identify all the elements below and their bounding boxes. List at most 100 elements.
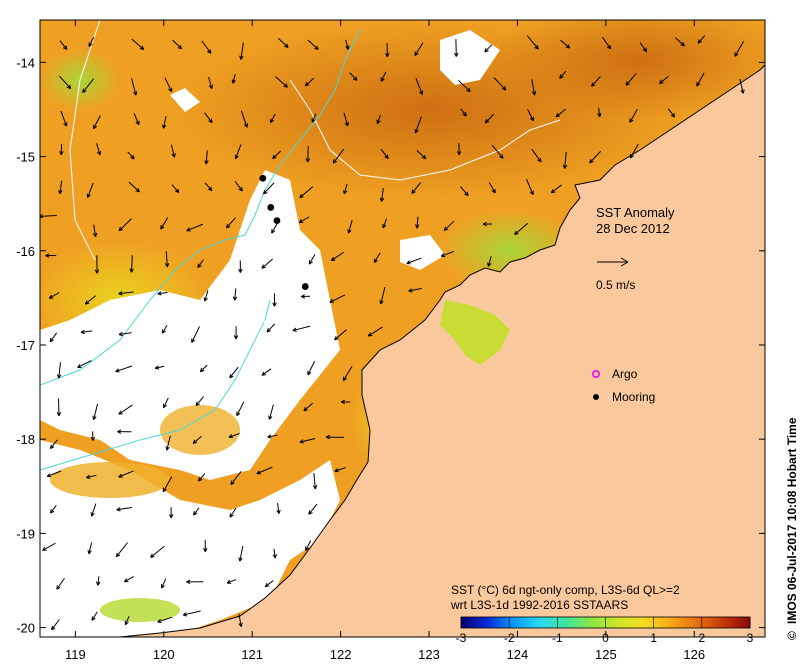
current-vector-arrow — [238, 545, 244, 562]
lat-tick-label: -18 — [16, 432, 35, 447]
current-vector-arrow — [203, 290, 209, 302]
current-vector-arrow — [118, 291, 134, 296]
current-vector-arrow — [349, 72, 358, 81]
current-vector-arrow — [163, 397, 169, 409]
current-vector-arrow — [300, 294, 311, 299]
current-vector-arrow — [454, 39, 459, 57]
current-vector-arrow — [625, 73, 637, 86]
current-vector-arrow — [93, 115, 101, 130]
current-vector-arrow — [443, 220, 455, 231]
current-vector-arrow — [60, 110, 68, 127]
current-vector-arrow — [332, 148, 345, 164]
current-vector-arrow — [226, 579, 237, 584]
current-vector-arrow — [225, 217, 236, 229]
lat-tick-label: -19 — [16, 526, 35, 541]
current-vector-arrow — [118, 331, 132, 337]
current-vector-arrow — [48, 292, 60, 299]
current-vector-arrow — [164, 77, 173, 93]
current-vector-arrow — [659, 75, 669, 85]
current-vector-arrow — [40, 214, 57, 219]
current-vector-arrow — [697, 35, 706, 44]
colorbar-tick-label: 1 — [650, 631, 657, 645]
current-vector-arrow — [299, 186, 314, 199]
legend-mooring-label: Mooring — [612, 390, 655, 404]
current-vector-arrow — [92, 403, 99, 421]
current-vector-arrow — [228, 433, 240, 439]
current-vector-arrow — [562, 152, 568, 169]
copyright-icon: © — [785, 631, 799, 640]
current-vector-arrow — [416, 150, 427, 160]
current-vector-arrow — [201, 40, 212, 54]
current-vector-arrow — [51, 619, 60, 631]
lon-tick-label: 125 — [595, 647, 617, 662]
current-vector-arrow — [298, 216, 310, 224]
current-vector-arrow — [380, 148, 389, 160]
current-vector-arrow — [229, 366, 239, 379]
current-vector-arrow — [696, 72, 705, 87]
current-vector-arrow — [602, 36, 612, 50]
current-vector-arrow — [59, 40, 68, 50]
current-vector-arrow — [240, 110, 249, 128]
current-vector-arrow — [329, 294, 346, 303]
current-vector-arrow — [204, 182, 213, 192]
current-vector-arrow — [276, 503, 281, 514]
current-vector-arrow — [233, 326, 239, 340]
mooring-markers — [259, 174, 309, 290]
current-vector-arrow — [91, 611, 98, 621]
lon-tick-label: 119 — [65, 647, 86, 662]
current-vector-arrow — [204, 150, 209, 165]
current-vector-arrow — [124, 616, 130, 626]
current-vector-arrow — [118, 218, 132, 232]
current-vector-arrow — [92, 224, 98, 237]
mooring-marker-icon — [593, 394, 599, 400]
current-vector-arrow — [734, 41, 744, 57]
lat-tick-label: -16 — [16, 244, 35, 259]
current-vector-arrow — [334, 467, 346, 473]
current-vector-arrow — [406, 257, 422, 265]
map-title-line1: SST Anomaly — [596, 205, 675, 220]
current-vector-arrow — [487, 256, 492, 267]
colorbar-tick-label: -3 — [456, 631, 467, 645]
current-vector-arrow — [305, 146, 311, 163]
current-vector-arrow — [160, 578, 167, 589]
current-vector-arrow — [334, 329, 347, 341]
current-vector-arrow — [550, 184, 562, 194]
argo-marker-icon — [591, 369, 600, 378]
current-vector-arrow — [266, 323, 276, 333]
current-vector-arrow — [411, 182, 422, 194]
current-vector-arrow — [238, 260, 243, 273]
sst-band-southwest — [50, 462, 170, 498]
bathymetry-contour-3 — [40, 299, 271, 471]
current-vector-arrow — [82, 78, 95, 93]
current-vector-arrow — [58, 180, 63, 195]
current-vector-arrow — [164, 251, 170, 268]
current-vector-arrow — [589, 150, 602, 164]
current-vector-arrow — [236, 401, 245, 417]
current-vector-arrow — [172, 39, 183, 50]
cloud-mask-central — [40, 170, 340, 480]
sst-patch-southwest — [160, 405, 240, 455]
current-vector-arrow — [77, 360, 92, 368]
current-vector-arrow — [45, 253, 57, 258]
current-vector-arrow — [157, 616, 173, 624]
lat-tick-label: -20 — [16, 621, 35, 636]
current-vector-arrow — [272, 150, 282, 160]
colorbar-tick-label: 0 — [602, 631, 609, 645]
land-mass — [120, 65, 765, 637]
current-vector-arrow — [629, 143, 639, 159]
colorbar-caption-line2: wrt L3S-1d 1992-2016 SSTAARS — [450, 598, 628, 612]
current-vector-arrow — [49, 332, 58, 343]
current-vector-arrow — [560, 39, 571, 49]
current-vector-arrow — [272, 293, 277, 307]
current-vector-arrow — [275, 76, 288, 88]
lon-tick-label: 126 — [683, 647, 705, 662]
current-vector-arrow — [50, 504, 57, 514]
current-vector-arrow — [308, 503, 318, 515]
current-vector-arrow — [127, 151, 135, 160]
current-vector-arrow — [526, 178, 534, 195]
current-vector-arrow — [307, 39, 319, 51]
current-vector-arrow — [379, 286, 386, 305]
current-vector-arrow — [380, 71, 387, 82]
current-vector-arrow — [261, 368, 272, 376]
plot-area — [40, 20, 765, 637]
